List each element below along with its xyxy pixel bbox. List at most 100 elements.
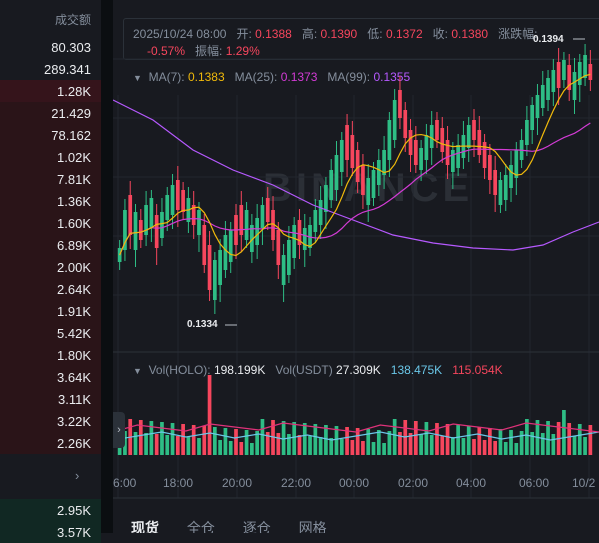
- volume-bar: [228, 441, 233, 455]
- volume-bar: [456, 425, 460, 455]
- tab-spot[interactable]: 现货: [131, 520, 159, 533]
- volume-bar: [165, 435, 170, 455]
- candle-body: [398, 90, 402, 118]
- orderbook-row[interactable]: 2.00K: [0, 256, 101, 278]
- orderbook-row[interactable]: 1.02K: [0, 146, 101, 168]
- volume-bar: [250, 443, 254, 455]
- volume-bar: [170, 423, 175, 455]
- volume-bar: [302, 423, 307, 455]
- chevron-right-icon[interactable]: ›: [75, 468, 80, 483]
- volume-bar: [498, 429, 503, 455]
- vol-ma1-value: 138.475K: [390, 363, 443, 377]
- candle-body: [255, 218, 260, 245]
- orderbook-row[interactable]: 3.11K: [0, 388, 101, 410]
- orderbook-row[interactable]: 3.64K: [0, 366, 101, 388]
- volume-bar: [482, 440, 487, 455]
- ma99-label: MA(99):: [327, 70, 371, 84]
- volume-bar: [276, 433, 281, 455]
- candle-body: [334, 155, 339, 190]
- orderbook-amount: 2.26K: [57, 436, 91, 451]
- depth-bar: [0, 499, 101, 521]
- depth-bar: [0, 102, 101, 124]
- volume-bar: [488, 428, 492, 455]
- volume-bar: [144, 433, 148, 455]
- candle-body: [577, 62, 582, 85]
- orderbook-bid-row[interactable]: 3.57K: [0, 521, 101, 543]
- ma7-label: MA(7):: [148, 70, 185, 84]
- volume-bar: [154, 434, 159, 455]
- kline-chart[interactable]: 2025/10/24 08:00 开: 0.1388 高: 0.1390 低: …: [113, 0, 599, 533]
- candle-body: [276, 230, 281, 265]
- orderbook-row[interactable]: 1.36K: [0, 190, 101, 212]
- orderbook-row[interactable]: 6.89K: [0, 234, 101, 256]
- orderbook-panel: 成交额 80.303 289.341 1.28K 21.429 78.162 1.02K 7…: [0, 0, 101, 543]
- ma99-line: [113, 99, 599, 251]
- candle-body: [318, 200, 323, 225]
- time-axis-label: 20:00: [222, 476, 253, 490]
- orderbook-amount: 78.162: [51, 128, 91, 143]
- candle-body: [212, 260, 217, 300]
- volume-bar: [138, 420, 143, 455]
- orderbook-row[interactable]: 2.26K: [0, 432, 101, 454]
- orderbook-row[interactable]: 78.162: [0, 124, 101, 146]
- volume-bar: [429, 435, 434, 455]
- volume-bar: [519, 431, 524, 455]
- trade-tabs: 现货 全仓 逐仓 网格: [131, 518, 351, 533]
- candle-body: [223, 235, 228, 270]
- candle-body: [292, 225, 297, 258]
- orderbook-row[interactable]: 7.81K: [0, 168, 101, 190]
- orderbook-row[interactable]: 5.42K: [0, 322, 101, 344]
- candle-body: [260, 205, 265, 228]
- orderbook-row[interactable]: 2.64K: [0, 278, 101, 300]
- volume-bar: [212, 427, 217, 455]
- tab-isolated[interactable]: 逐仓: [242, 520, 271, 533]
- candle-body: [466, 125, 471, 148]
- candle-body: [250, 225, 254, 252]
- candle-body: [207, 245, 212, 290]
- orderbook-row[interactable]: 1.28K: [0, 80, 101, 102]
- volume-bar: [197, 438, 201, 455]
- volume-bar: [493, 441, 498, 455]
- candle-body: [170, 185, 175, 215]
- volume-bar: [382, 443, 386, 455]
- ohlc-datetime: 2025/10/24 08:00: [133, 27, 227, 41]
- volume-bar: [308, 436, 312, 455]
- orderbook-row[interactable]: 80.303: [0, 36, 101, 58]
- orderbook-row[interactable]: 3.22K: [0, 410, 101, 432]
- candle-body: [366, 178, 371, 205]
- candle-body: [175, 180, 180, 210]
- volume-bar: [255, 431, 260, 455]
- vol-ma2-value: 115.054K: [452, 363, 503, 377]
- volume-bar: [445, 424, 450, 455]
- candle-body: [133, 212, 138, 250]
- expand-panel-button[interactable]: ›: [113, 412, 125, 448]
- volume-bar: [387, 431, 392, 455]
- vol-collapse-icon[interactable]: ▼: [133, 366, 142, 376]
- volume-bar: [435, 423, 439, 455]
- time-axis-label: 10/2: [572, 476, 596, 490]
- depth-bar: [0, 190, 101, 212]
- collapse-icon[interactable]: ▼: [133, 73, 142, 83]
- orderbook-bid-row[interactable]: 2.95K: [0, 499, 101, 521]
- candle-body: [445, 140, 450, 165]
- orderbook-row[interactable]: 1.60K: [0, 212, 101, 234]
- volume-bar: [355, 428, 360, 455]
- candle-body: [567, 65, 572, 90]
- candle-body: [498, 180, 503, 205]
- orderbook-row[interactable]: 289.341: [0, 58, 101, 80]
- orderbook-row[interactable]: 1.80K: [0, 344, 101, 366]
- low-value: 0.1372: [385, 27, 423, 41]
- tab-grid[interactable]: 网格: [298, 520, 327, 533]
- candle-body: [371, 170, 376, 198]
- candle-body: [265, 198, 270, 222]
- orderbook-row[interactable]: 21.429: [0, 102, 101, 124]
- candle-body: [228, 230, 233, 262]
- candle-body: [509, 165, 513, 188]
- tab-cross[interactable]: 全仓: [186, 520, 215, 533]
- volume-bar: [567, 423, 572, 455]
- orderbook-row[interactable]: 1.91K: [0, 300, 101, 322]
- candle-body: [540, 85, 545, 108]
- orderbook-amount: 80.303: [51, 40, 91, 55]
- candle-body: [160, 212, 164, 238]
- time-axis-label: 06:00: [519, 476, 550, 490]
